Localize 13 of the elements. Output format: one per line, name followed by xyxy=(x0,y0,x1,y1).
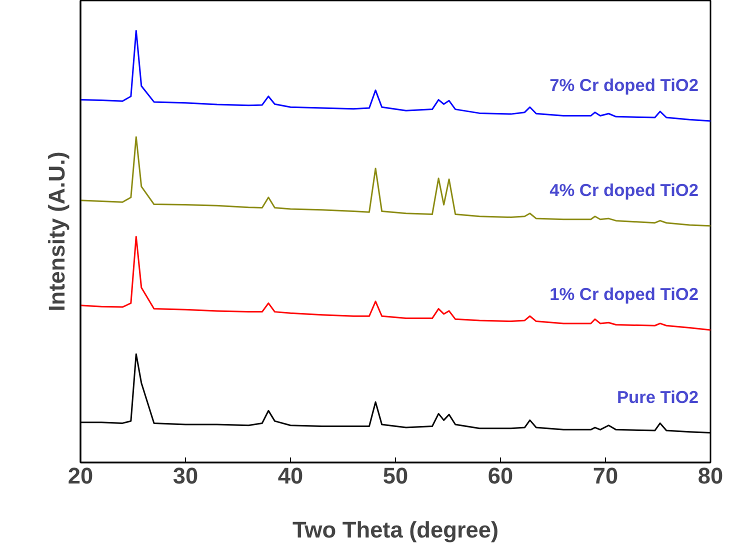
x-tick-label: 20 xyxy=(68,462,94,488)
series-label: 4% Cr doped TiO2 xyxy=(550,180,699,200)
x-tick-label: 40 xyxy=(278,462,304,488)
series-label: 1% Cr doped TiO2 xyxy=(550,284,699,304)
x-tick-label: 50 xyxy=(382,462,408,488)
x-tick-label: 60 xyxy=(488,462,514,488)
y-axis-title: Intensity (A.U.) xyxy=(44,152,70,312)
series-label: 7% Cr doped TiO2 xyxy=(550,75,699,96)
x-axis-title: Two Theta (degree) xyxy=(292,516,499,542)
x-tick-label: 30 xyxy=(172,462,198,488)
x-tick-label: 70 xyxy=(592,462,618,488)
series-label: Pure TiO2 xyxy=(616,386,699,407)
x-tick-label: 80 xyxy=(698,462,724,488)
